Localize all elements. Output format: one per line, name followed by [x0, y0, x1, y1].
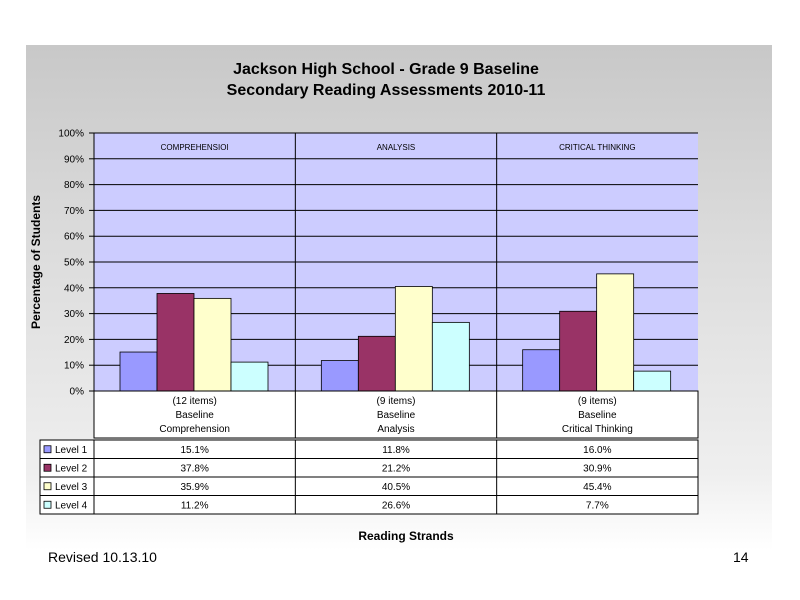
bar — [394, 286, 433, 392]
y-tick-label: 0% — [70, 387, 85, 398]
y-tick-label: 90% — [64, 154, 84, 165]
legend-label: Level 1 — [55, 445, 88, 456]
y-tick-label: 40% — [64, 283, 84, 294]
y-tick-label: 100% — [58, 129, 84, 140]
category-label: Comprehension — [159, 424, 230, 435]
legend-swatch — [43, 445, 52, 454]
chart: Jackson High School - Grade 9 Baseline Se… — [29, 61, 699, 543]
legend-label: Level 2 — [55, 463, 88, 474]
category-label: Baseline — [175, 410, 214, 421]
legend-swatch — [43, 463, 52, 472]
category-label: (9 items) — [377, 396, 416, 407]
bar — [320, 360, 359, 392]
category-label: Analysis — [377, 424, 414, 435]
y-tick-label: 80% — [64, 180, 84, 191]
strand-label: ANALYSIS — [377, 143, 416, 152]
bar — [156, 293, 195, 392]
bar — [357, 335, 396, 392]
category-label: Baseline — [578, 410, 617, 421]
category-label: Critical Thinking — [562, 424, 633, 435]
data-label: 11.2% — [181, 500, 209, 511]
data-label: 45.4% — [583, 482, 611, 493]
bar — [633, 370, 672, 392]
data-label: 21.2% — [382, 463, 410, 474]
data-label: 11.8% — [382, 445, 410, 456]
data-label: 26.6% — [382, 500, 410, 511]
bar — [522, 349, 561, 392]
data-label: 30.9% — [583, 463, 611, 474]
category-label: (9 items) — [578, 396, 617, 407]
category-header — [93, 390, 699, 439]
x-axis-title: Reading Strands — [358, 529, 454, 543]
chart-panel: Jackson High School - Grade 9 Baseline Se… — [26, 45, 772, 550]
category-label: Baseline — [377, 410, 416, 421]
data-label: 35.9% — [180, 482, 208, 493]
bar — [193, 297, 232, 392]
y-tick-label: 20% — [64, 335, 84, 346]
chart-title: Jackson High School - Grade 9 Baseline — [233, 61, 539, 78]
bar — [230, 361, 269, 392]
y-tick-label: 70% — [64, 206, 84, 217]
legend-label: Level 3 — [55, 482, 88, 493]
category-label: (12 items) — [172, 396, 216, 407]
y-tick-label: 10% — [64, 361, 84, 372]
bar — [596, 273, 635, 392]
data-label: 7.7% — [586, 500, 609, 511]
legend-swatch — [43, 500, 52, 509]
bar — [119, 351, 158, 392]
y-tick-label: 60% — [64, 232, 84, 243]
data-label: 40.5% — [382, 482, 410, 493]
bar — [431, 321, 470, 392]
page-number: 14 — [733, 549, 749, 565]
legend-label: Level 4 — [55, 500, 88, 511]
chart-subtitle: Secondary Reading Assessments 2010-11 — [227, 82, 546, 99]
y-tick-label: 50% — [64, 258, 84, 269]
y-axis-title: Percentage of Students — [29, 195, 43, 329]
revised-date: Revised 10.13.10 — [48, 549, 157, 565]
data-label: 16.0% — [583, 445, 611, 456]
data-label: 15.1% — [180, 445, 208, 456]
y-tick-label: 30% — [64, 309, 84, 320]
strand-label: CRITICAL THINKING — [559, 143, 635, 152]
legend-swatch — [43, 482, 52, 491]
strand-label: COMPREHENSIOI — [161, 143, 229, 152]
data-label: 37.8% — [180, 463, 208, 474]
bar — [559, 310, 598, 392]
